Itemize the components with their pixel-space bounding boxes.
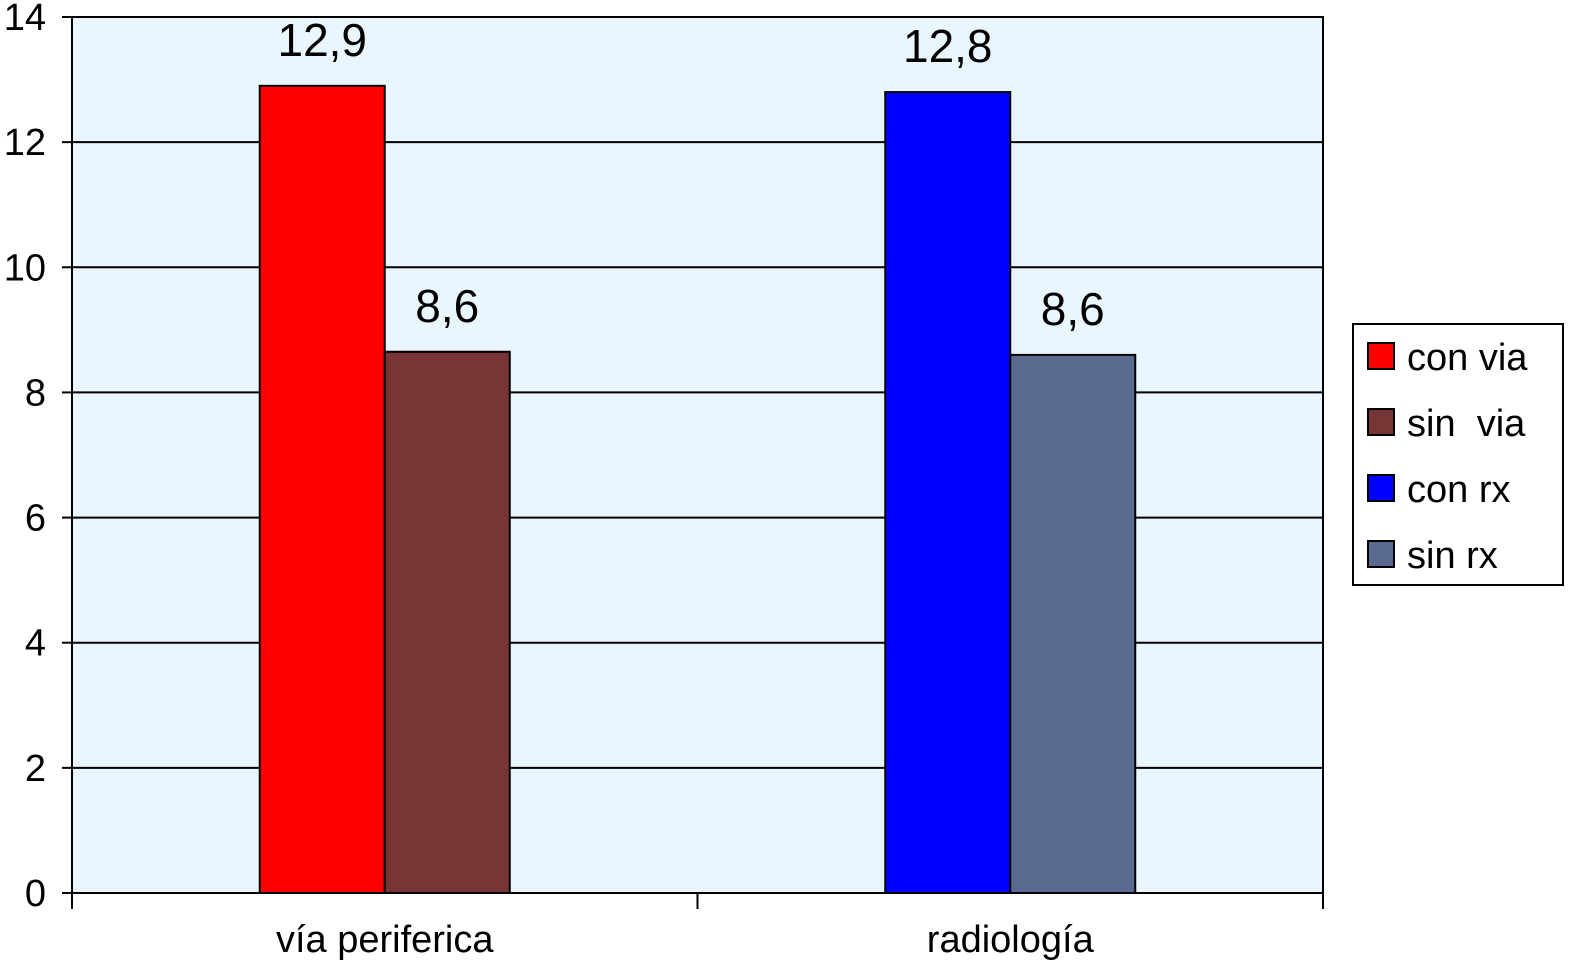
- bar: [258, 84, 386, 895]
- legend: con via sin via con rx sin rx: [1352, 323, 1564, 586]
- legend-swatch: [1367, 342, 1395, 370]
- legend-label: con via: [1407, 337, 1528, 379]
- y-tick-label: 14: [4, 0, 46, 39]
- y-tick-label: 12: [4, 122, 46, 164]
- bar: [884, 91, 1012, 895]
- axes: 0 2 4 6 8 10 12 14 vía periferica radiología: [4, 0, 1324, 961]
- y-tick-label: 4: [25, 623, 46, 665]
- data-label: 12,8: [903, 20, 993, 72]
- data-labels: 12,9 8,6 12,8 8,6: [277, 14, 1104, 335]
- y-tick-label: 8: [25, 372, 46, 414]
- legend-swatch: [1367, 474, 1395, 502]
- bar: [1009, 353, 1137, 894]
- legend-swatch: [1367, 540, 1395, 568]
- y-tick-label: 6: [25, 498, 46, 540]
- y-tick-label: 2: [25, 748, 46, 790]
- y-tick-label: 0: [25, 873, 46, 915]
- data-label: 8,6: [415, 280, 479, 332]
- data-label: 12,9: [277, 14, 367, 66]
- legend-swatch: [1367, 408, 1395, 436]
- legend-label: con rx: [1407, 469, 1510, 511]
- x-tick-label: vía periferica: [276, 919, 494, 961]
- bars: [258, 84, 1137, 895]
- data-label: 8,6: [1041, 283, 1105, 335]
- legend-label: sin via: [1407, 403, 1526, 445]
- x-tick-label: radiología: [927, 919, 1095, 961]
- bar: [383, 350, 511, 894]
- y-tick-label: 10: [4, 247, 46, 289]
- legend-label: sin rx: [1407, 535, 1498, 577]
